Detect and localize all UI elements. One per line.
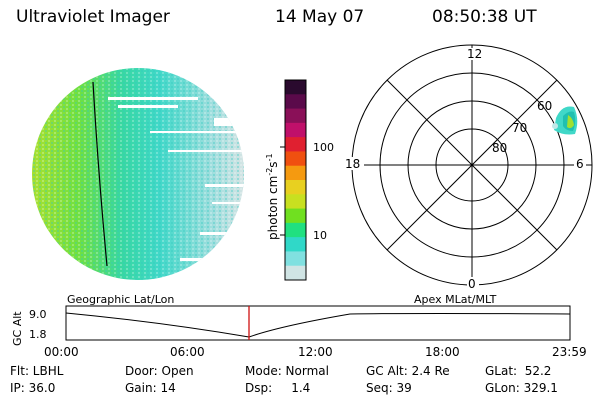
earth-disk-image <box>32 68 244 280</box>
colorbar-segment <box>285 208 306 224</box>
colorbar <box>285 80 306 281</box>
timeline-y-tick-high: 9.0 <box>29 308 47 321</box>
lat-label-70: 70 <box>512 121 527 135</box>
colorbar-segment <box>285 122 306 138</box>
colorbar-segment <box>285 265 306 281</box>
timeline-x-tick-0000: 00:00 <box>44 345 79 359</box>
mlt-label-12: 12 <box>467 47 482 61</box>
seq-info: Seq: 39 <box>366 381 412 395</box>
timeline-left-label: Geographic Lat/Lon <box>67 293 174 306</box>
colorbar-segment <box>285 80 306 95</box>
colorbar-segment <box>285 137 306 152</box>
terminator-line <box>92 81 108 267</box>
colorbar-frame <box>284 79 307 281</box>
colorbar-unit-label: photon cm-2s-1 <box>265 153 280 240</box>
gc-alt-info: GC Alt: 2.4 Re <box>366 364 450 378</box>
timeline-x-tick-1200: 12:00 <box>298 345 333 359</box>
mlt-label-0: 0 <box>468 277 476 291</box>
timeline-frame <box>65 305 571 341</box>
image-date: 14 May 07 <box>275 7 365 27</box>
colorbar-segment <box>285 180 306 195</box>
filter-info: Flt: LBHL <box>10 364 64 378</box>
glon-info: GLon: 329.1 <box>485 381 558 395</box>
colorbar-label-100: 100 <box>313 141 334 154</box>
mlt-label-18: 18 <box>345 157 360 171</box>
instrument-title: Ultraviolet Imager <box>16 7 170 27</box>
ip-info: IP: 36.0 <box>10 381 56 395</box>
colorbar-segment <box>285 108 306 124</box>
colorbar-segment <box>285 151 306 167</box>
polar-plot <box>351 44 593 286</box>
glat-info: GLat: 52.2 <box>485 364 552 378</box>
mode-info: Mode: Normal <box>245 364 329 378</box>
timeline-y-axis-label: GC Alt <box>11 311 24 346</box>
auroral-patch <box>552 106 578 135</box>
mlt-label-6: 6 <box>576 157 584 171</box>
door-info: Door: Open <box>125 364 194 378</box>
timeline-right-label: Apex MLat/MLT <box>414 293 497 306</box>
timeline-x-tick-2359: 23:59 <box>552 345 587 359</box>
lat-label-60: 60 <box>537 99 552 113</box>
lat-label-80: 80 <box>492 141 507 155</box>
timeline-x-tick-0600: 06:00 <box>170 345 205 359</box>
altitude-curve <box>65 312 571 338</box>
colorbar-segment <box>285 251 306 267</box>
polar-diagonal-2 <box>386 79 558 251</box>
timeline-y-tick-low: 1.8 <box>29 328 47 341</box>
colorbar-segment <box>285 165 306 181</box>
image-time: 08:50:38 UT <box>432 7 537 27</box>
colorbar-segment <box>285 94 306 110</box>
dsp-info: Dsp: 1.4 <box>245 381 311 395</box>
colorbar-segment <box>285 194 306 210</box>
colorbar-label-10: 10 <box>313 229 327 242</box>
timeline-x-tick-1800: 18:00 <box>425 345 460 359</box>
colorbar-segment <box>285 237 306 252</box>
gain-info: Gain: 14 <box>125 381 176 395</box>
colorbar-segment <box>285 222 306 238</box>
